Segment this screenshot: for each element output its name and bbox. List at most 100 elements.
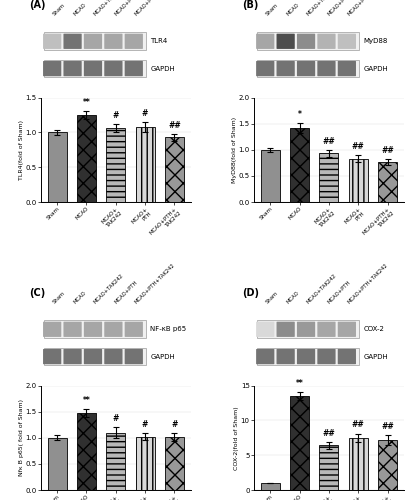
- Y-axis label: MyD88(fold of Sham): MyD88(fold of Sham): [232, 117, 237, 183]
- FancyBboxPatch shape: [43, 61, 61, 76]
- FancyBboxPatch shape: [84, 322, 102, 337]
- FancyBboxPatch shape: [338, 34, 356, 49]
- Bar: [290, 128, 309, 202]
- FancyBboxPatch shape: [256, 34, 274, 49]
- Text: (D): (D): [242, 288, 259, 298]
- Bar: [319, 446, 338, 490]
- Y-axis label: COX-2(fold of Sham): COX-2(fold of Sham): [234, 406, 239, 469]
- FancyBboxPatch shape: [125, 349, 143, 364]
- Bar: [44, 32, 146, 50]
- Bar: [378, 162, 397, 202]
- Text: ##: ##: [168, 120, 181, 130]
- Bar: [349, 438, 368, 490]
- FancyBboxPatch shape: [84, 34, 102, 49]
- FancyBboxPatch shape: [64, 322, 82, 337]
- Bar: [165, 438, 184, 490]
- FancyBboxPatch shape: [125, 34, 143, 49]
- FancyBboxPatch shape: [64, 61, 82, 76]
- Text: MCAO+TAK242: MCAO+TAK242: [306, 0, 338, 16]
- FancyBboxPatch shape: [317, 349, 335, 364]
- FancyBboxPatch shape: [338, 349, 356, 364]
- Text: Sham: Sham: [265, 2, 279, 16]
- FancyBboxPatch shape: [256, 349, 274, 364]
- Text: TLR4: TLR4: [150, 38, 168, 44]
- Text: (A): (A): [29, 0, 45, 10]
- Text: MCAO+PTH: MCAO+PTH: [113, 0, 138, 16]
- Text: ##: ##: [352, 420, 365, 430]
- FancyBboxPatch shape: [277, 322, 295, 337]
- Text: GAPDH: GAPDH: [364, 66, 388, 71]
- Text: MCAO+PTH+TAK242: MCAO+PTH+TAK242: [347, 0, 389, 16]
- Text: MCAO+PTH+TAK242: MCAO+PTH+TAK242: [134, 262, 176, 304]
- Text: MCAO: MCAO: [73, 290, 87, 304]
- Text: MCAO+PTH: MCAO+PTH: [113, 280, 138, 304]
- FancyBboxPatch shape: [277, 61, 295, 76]
- Text: MCAO+PTH+TAK242: MCAO+PTH+TAK242: [347, 262, 389, 304]
- Bar: [319, 154, 338, 202]
- Text: MCAO+TAK242: MCAO+TAK242: [93, 273, 125, 304]
- Text: **: **: [82, 98, 90, 106]
- FancyBboxPatch shape: [297, 349, 315, 364]
- FancyBboxPatch shape: [277, 34, 295, 49]
- Bar: [261, 483, 280, 490]
- FancyBboxPatch shape: [338, 322, 356, 337]
- Bar: [135, 437, 155, 490]
- Text: COX-2: COX-2: [364, 326, 384, 332]
- Text: Sham: Sham: [52, 2, 67, 16]
- Text: (C): (C): [29, 288, 45, 298]
- Text: MCAO: MCAO: [286, 2, 300, 16]
- Bar: [290, 396, 309, 490]
- Text: #: #: [142, 109, 149, 118]
- Text: MCAO+PTH+TAK242: MCAO+PTH+TAK242: [134, 0, 176, 16]
- Y-axis label: TLR4(fold of Sham): TLR4(fold of Sham): [19, 120, 24, 180]
- Bar: [44, 348, 146, 366]
- Text: MCAO+PTH: MCAO+PTH: [326, 280, 351, 304]
- Bar: [261, 150, 280, 202]
- Bar: [106, 432, 125, 490]
- FancyBboxPatch shape: [104, 349, 122, 364]
- Text: **: **: [296, 378, 304, 388]
- FancyBboxPatch shape: [64, 34, 82, 49]
- FancyBboxPatch shape: [104, 322, 122, 337]
- Y-axis label: Nfκ B p65( fold of Sham): Nfκ B p65( fold of Sham): [19, 400, 24, 476]
- Text: ##: ##: [381, 146, 394, 154]
- FancyBboxPatch shape: [43, 34, 61, 49]
- Text: MCAO: MCAO: [73, 2, 87, 16]
- FancyBboxPatch shape: [256, 322, 274, 337]
- Text: NF-κB p65: NF-κB p65: [150, 326, 186, 332]
- Bar: [44, 60, 146, 78]
- Bar: [257, 32, 359, 50]
- FancyBboxPatch shape: [317, 322, 335, 337]
- FancyBboxPatch shape: [317, 34, 335, 49]
- Text: MCAO+TAK242: MCAO+TAK242: [93, 0, 125, 16]
- Bar: [378, 440, 397, 490]
- FancyBboxPatch shape: [104, 34, 122, 49]
- Bar: [106, 128, 125, 202]
- Bar: [48, 438, 67, 490]
- Bar: [257, 60, 359, 78]
- FancyBboxPatch shape: [297, 322, 315, 337]
- Text: **: **: [82, 396, 90, 405]
- Text: #: #: [113, 414, 119, 423]
- Bar: [349, 158, 368, 202]
- Bar: [77, 414, 96, 490]
- Bar: [77, 115, 96, 202]
- Text: MyD88: MyD88: [364, 38, 388, 44]
- Text: MCAO: MCAO: [286, 290, 300, 304]
- Bar: [165, 138, 184, 202]
- FancyBboxPatch shape: [256, 61, 274, 76]
- Text: MCAO+PTH: MCAO+PTH: [326, 0, 351, 16]
- Bar: [135, 127, 155, 202]
- Text: GAPDH: GAPDH: [364, 354, 388, 360]
- Text: (B): (B): [242, 0, 258, 10]
- FancyBboxPatch shape: [317, 61, 335, 76]
- FancyBboxPatch shape: [297, 34, 315, 49]
- Bar: [257, 348, 359, 366]
- Text: GAPDH: GAPDH: [150, 354, 175, 360]
- Text: GAPDH: GAPDH: [150, 66, 175, 71]
- Bar: [257, 320, 359, 338]
- Bar: [48, 132, 67, 202]
- Text: #: #: [171, 420, 177, 429]
- FancyBboxPatch shape: [125, 322, 143, 337]
- Bar: [44, 320, 146, 338]
